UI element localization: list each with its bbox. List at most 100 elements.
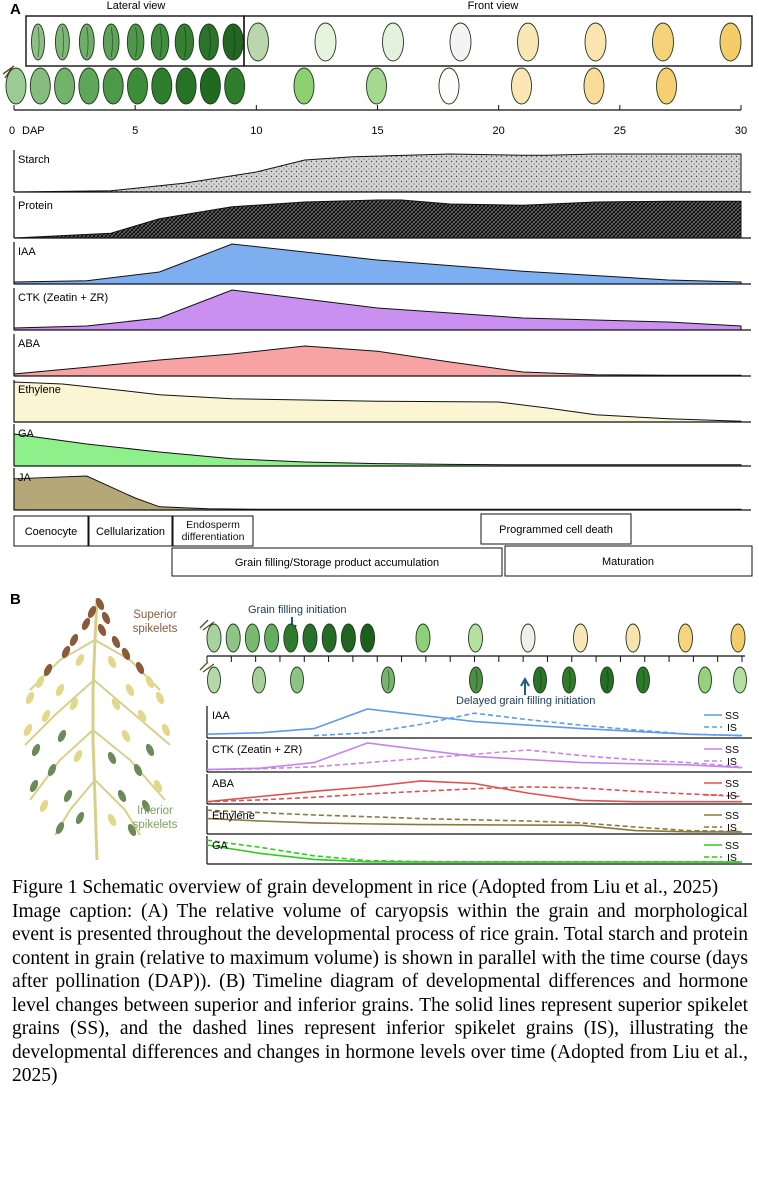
caryopsis-grain [29, 67, 51, 105]
hormone-label: GA [212, 840, 229, 852]
dap-axis-ticks: 0 5 10 15 20 25 30 [9, 105, 747, 137]
legend-is-label: IS [727, 722, 737, 734]
caryopsis-grain [656, 67, 677, 105]
front-grain [652, 22, 674, 62]
panicle-spikelet [101, 611, 111, 625]
profile-panel-ethylene: Ethylene [13, 380, 751, 423]
dap-tick-label: 10 [250, 125, 262, 137]
delayed-grain-filling-label: Delayed grain filling initiation [456, 695, 595, 707]
ss-grain [360, 623, 376, 653]
caryopsis-grain [175, 67, 197, 105]
panel-b-letter: B [10, 591, 21, 608]
lateral-grain [55, 23, 70, 61]
stage-box-endosperm [172, 515, 254, 547]
panel-a-profiles: Starch Protein IAA CTK (Zeatin + ZR) ABA Ethy… [13, 150, 751, 511]
panicle-spikelet [97, 623, 107, 637]
stage-box-coenocyte [13, 515, 89, 547]
profile-area [13, 433, 742, 467]
caryopsis-grain [151, 67, 173, 105]
ss-grain [573, 623, 588, 653]
legend-ss-label: SS [725, 710, 739, 722]
hormone-label: CTK (Zeatin + ZR) [212, 744, 302, 756]
panicle-spikelet [127, 823, 137, 837]
panicle-spikelet [145, 675, 155, 689]
panicle-spikelet [47, 763, 57, 777]
ss-grain [678, 623, 693, 653]
ss-grain [340, 623, 356, 653]
front-grain [314, 22, 337, 62]
stage-box-maturation [504, 545, 753, 577]
panicle-spikelet [35, 675, 45, 689]
panel-a-letter: A [10, 1, 21, 18]
panicle-spikelet [41, 709, 51, 723]
caryopsis-grain [199, 67, 221, 105]
profile-area [13, 199, 742, 239]
profile-panel-iaa: IAA [13, 242, 751, 285]
panicle-spikelet [55, 821, 65, 835]
hormone-label: ABA [212, 778, 235, 790]
panicle-spikelet [111, 697, 121, 711]
is-line [206, 749, 743, 771]
dap-tick-label: 25 [614, 125, 626, 137]
profile-label: IAA [18, 246, 36, 258]
panicle-spikelet [73, 749, 83, 763]
profile-area [13, 475, 742, 511]
profile-label: GA [18, 428, 35, 440]
panicle-spikelet [161, 723, 171, 737]
panicle-spikelet [111, 635, 121, 649]
panel-a-grain-row-bottom [2, 65, 677, 105]
profile-area [13, 381, 742, 423]
caryopsis-grain [102, 67, 124, 105]
is-grain [290, 666, 304, 694]
front-grain [584, 22, 607, 62]
rice-panicle-illustration [23, 597, 171, 861]
lateral-grain [31, 23, 45, 61]
is-line [206, 809, 743, 833]
ss-grain [415, 623, 431, 653]
caryopsis-grain [583, 67, 605, 105]
panicle-spikelet [75, 811, 85, 825]
legend-is-label: IS [727, 822, 737, 834]
caption-body: Image caption: (A) The relative volume o… [12, 900, 748, 1087]
lateral-grain [126, 23, 145, 61]
dap-unit-label: DAP [22, 125, 45, 137]
is-grain [636, 666, 650, 694]
panicle-spikelet [61, 645, 71, 659]
seedling-icon [199, 619, 215, 631]
panel-b-is-grain-row [199, 661, 747, 694]
lateral-grain [222, 23, 244, 61]
ss-grain [625, 623, 641, 653]
panel-b-axis-ticks [206, 656, 743, 662]
stage-label-maturation: Maturation [602, 556, 654, 568]
dap-tick-label: 15 [371, 125, 383, 137]
stage-label-grain-filling: Grain filling/Storage product accumulati… [235, 557, 439, 569]
caryopsis-grain [511, 67, 532, 105]
ss-grain [206, 623, 222, 653]
ss-line [206, 742, 743, 771]
panicle-spikelet [125, 683, 135, 697]
ss-line [206, 817, 743, 833]
panicle-spikelet [135, 661, 145, 675]
dap-tick-label: 20 [493, 125, 505, 137]
is-grain [207, 666, 221, 694]
is-grain [733, 666, 747, 694]
caryopsis-grain [5, 67, 27, 105]
is-line [206, 839, 742, 863]
hormone-label: Ethylene [212, 810, 255, 822]
panicle-spikelet [57, 729, 67, 743]
panel-b-ss-grain-row [199, 619, 746, 653]
is-line [313, 712, 743, 737]
caryopsis-grain [224, 67, 246, 105]
ss-grain [225, 623, 241, 653]
panicle-spikelet [121, 647, 131, 661]
ss-grain [520, 623, 536, 653]
inferior-spikelets-label: Inferior spikelets [132, 805, 178, 831]
lateral-grain [78, 23, 95, 61]
profile-area [13, 153, 742, 193]
is-grain [600, 666, 614, 694]
panicle-spikelet [69, 633, 79, 647]
is-grain [562, 666, 576, 694]
